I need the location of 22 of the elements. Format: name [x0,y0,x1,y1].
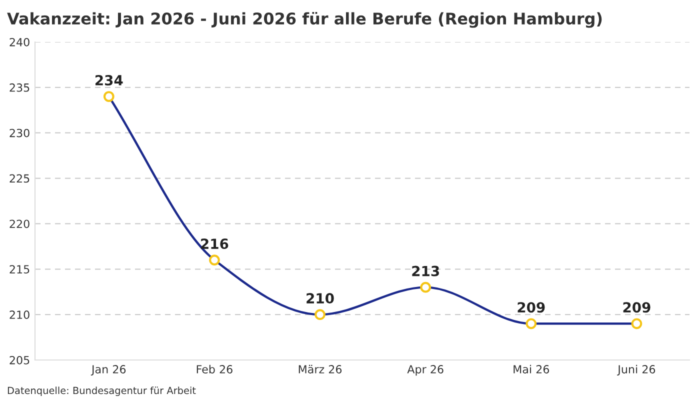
y-tick-label: 240 [10,38,30,46]
x-tick-label: Apr 26 [407,365,444,376]
x-tick-label: Jan 26 [90,365,126,376]
y-tick-label: 210 [10,310,30,319]
x-tick-label: Mai 26 [514,364,550,374]
y-tick-label: 230 [10,128,30,138]
x-tick-label: Feb 26 [196,364,232,374]
data-label: 234 [96,74,123,86]
chart-title: Vakanzzeit: Jan 2026 - Juni 2026 für alle Berufe (Region Hamburg) [7,12,602,28]
x-tick-label: März 26 [298,364,342,374]
y-tick-label: 225 [10,174,30,183]
data-label: 216 [201,238,228,250]
y-tick-label: 220 [10,220,30,228]
data-label: 209 [623,302,650,313]
y-tick-label: 235 [10,83,30,92]
data-label: 209 [518,302,545,313]
text: Datenquelle: Bundesagentur für Arbeit [8,386,196,396]
y-tick-label: 215 [10,265,30,274]
data-label: 213 [412,266,439,276]
data-label: 210 [306,293,334,304]
x-tick-label: Juni 26 [617,364,656,376]
y-tick-label: 205 [10,356,30,364]
